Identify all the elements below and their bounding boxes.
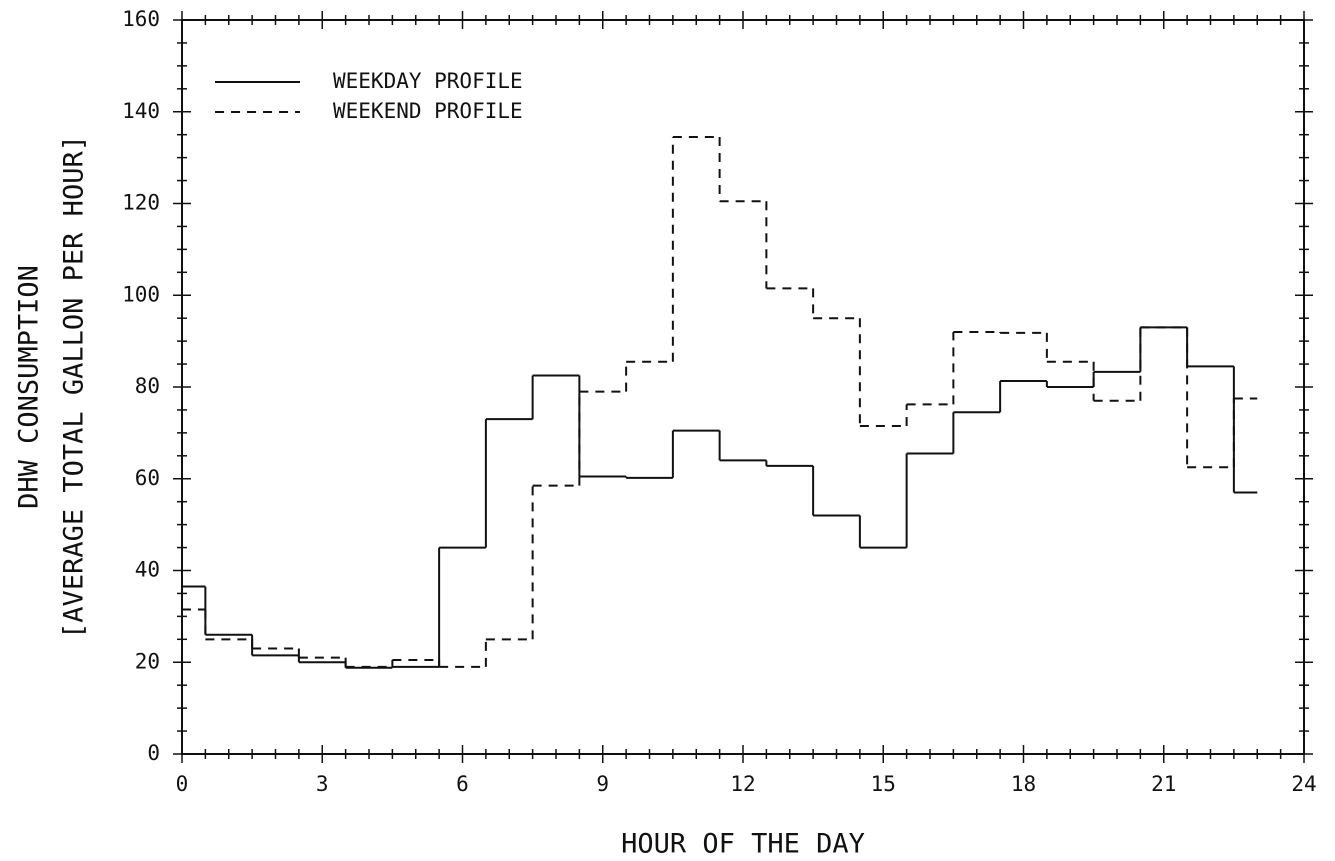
- plot-frame: [181, 19, 1305, 755]
- x-axis-title: HOUR OF THE DAY: [621, 829, 865, 860]
- x-tick-label: 0: [176, 772, 189, 796]
- x-tick-label: 15: [871, 772, 896, 796]
- y-tick-label: 40: [135, 558, 160, 582]
- y-tick-label: 160: [122, 7, 160, 31]
- y-tick-label: 0: [147, 741, 160, 765]
- x-tick-label: 24: [1291, 772, 1316, 796]
- y-tick-label: 80: [135, 374, 160, 398]
- y-tick-label: 120: [122, 191, 160, 215]
- y-tick-label: 100: [122, 282, 160, 306]
- legend-label: WEEKDAY PROFILE: [333, 69, 523, 93]
- y-tick-label: 140: [122, 99, 160, 123]
- x-tick-label: 9: [596, 772, 609, 796]
- legend-label: WEEKEND PROFILE: [333, 99, 523, 123]
- y-axis-title: DHW CONSUMPTION: [14, 265, 45, 509]
- x-tick-label: 12: [730, 772, 755, 796]
- y-tick-label: 20: [135, 649, 160, 673]
- y-tick-label: 60: [135, 466, 160, 490]
- x-tick-label: 21: [1151, 772, 1176, 796]
- x-tick-label: 6: [456, 772, 469, 796]
- x-tick-label: 18: [1011, 772, 1036, 796]
- y-axis-subtitle: [AVERAGE TOTAL GALLON PER HOUR]: [59, 135, 90, 639]
- x-tick-label: 3: [316, 772, 329, 796]
